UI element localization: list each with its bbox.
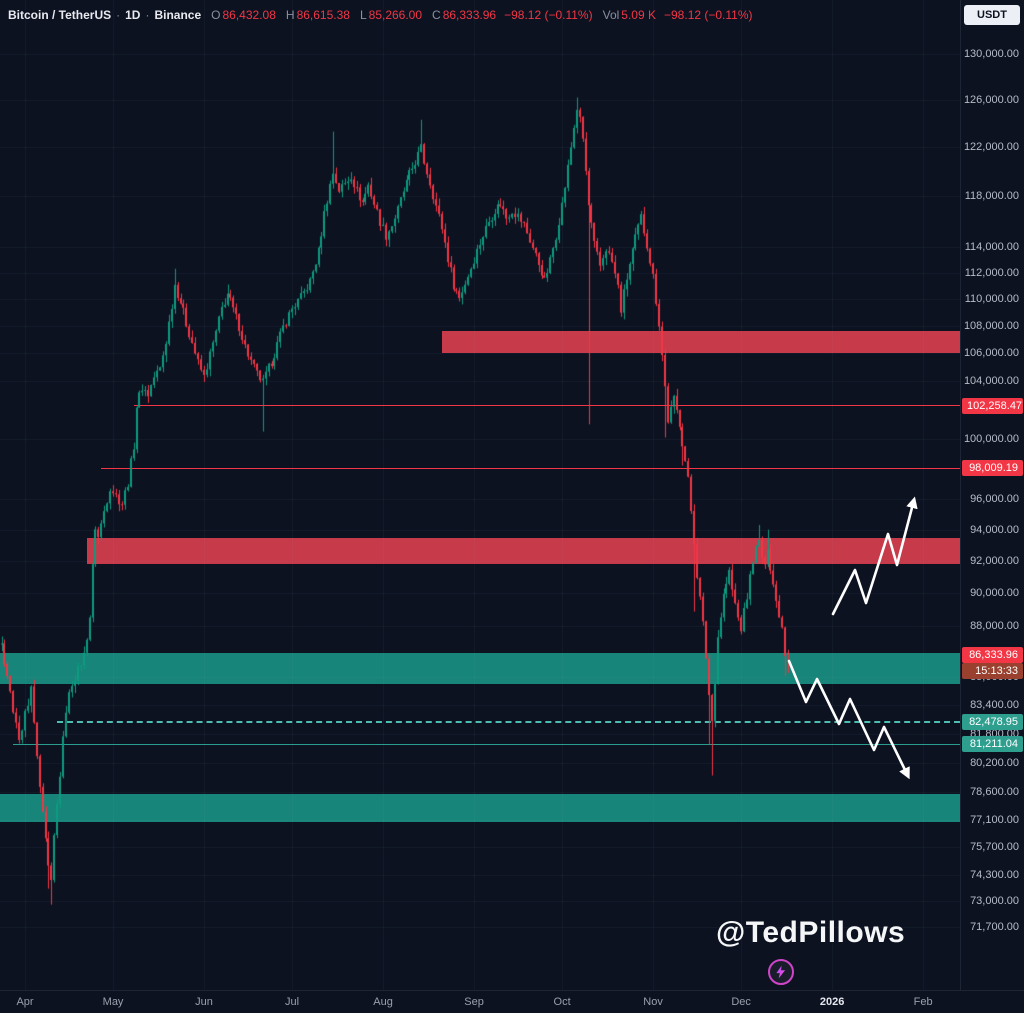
separator-dot: · [145,8,150,22]
symbol-name[interactable]: Bitcoin / TetherUS [8,8,112,22]
high-label: H [285,8,295,22]
price-tick-label: 94,000.00 [970,523,1019,536]
price-tick-label: 96,000.00 [970,492,1019,505]
support-line-81211-price-label: 81,211.04 [962,736,1023,753]
watermark-handle: @TedPillows [716,916,906,949]
candlestick-canvas[interactable] [0,0,960,990]
currency-toggle-button[interactable]: USDT [964,5,1020,25]
time-tick-label: May [102,996,124,1008]
separator-dot: · [116,8,121,22]
close-value: 86,333.96 [442,8,497,22]
resistance-line-98009-price-label: 98,009.19 [962,460,1023,477]
open-value: 86,432.08 [222,8,276,22]
time-tick-label: Apr [16,996,34,1008]
resistance-line-102258-price-label: 102,258.47 [962,398,1023,415]
time-tick-label: Nov [643,996,663,1008]
time-tick-label: Jun [195,996,213,1008]
price-tick-label: 106,000.00 [963,347,1019,360]
price-tick-label: 80,200.00 [970,756,1019,769]
lightning-icon [776,965,786,979]
price-tick-label: 122,000.00 [963,141,1019,154]
change-value-2: −98.12 (−0.11%) [664,8,753,22]
price-tick-label: 118,000.00 [964,190,1019,203]
price-tick-label: 92,000.00 [970,555,1019,568]
support-line-82478-dashed-price-label: 82,478.95 [962,713,1023,730]
price-tick-label: 83,400.00 [970,699,1019,712]
exchange-name[interactable]: Binance [154,8,202,22]
boost-button[interactable] [768,959,794,985]
price-tick-label: 73,000.00 [970,894,1019,907]
price-tick-label: 114,000.00 [964,240,1019,253]
time-axis[interactable]: Apr May Jun Jul Aug Sep Oct Nov Dec 2026 Feb [0,990,1024,1012]
volume-value: 5.09 K [621,8,656,22]
time-tick-label: Feb [913,996,933,1008]
time-tick-label: Dec [731,996,751,1008]
time-tick-label: Aug [373,996,393,1008]
low-label: L [359,8,367,22]
price-tick-label: 71,700.00 [970,921,1019,933]
symbol-info-bar: Bitcoin / TetherUS · 1D · Binance O 86,43… [8,8,753,22]
price-tick-label: 104,000.00 [963,375,1019,388]
price-tick-label: 126,000.00 [963,93,1019,106]
price-tick-label: 75,700.00 [970,841,1019,854]
price-tick-label: 100,000.00 [963,432,1019,445]
low-value: 85,266.00 [368,8,423,22]
price-tick-label: 112,000.00 [964,266,1019,279]
volume-label: Vol [602,8,620,22]
current-price-label: 86,333.96 [962,646,1023,663]
time-tick-label: Jul [285,996,300,1008]
price-tick-label: 77,100.00 [970,814,1019,827]
open-label: O [211,8,221,22]
price-tick-label: 74,300.00 [970,868,1019,881]
time-tick-label: Oct [553,996,571,1008]
price-tick-label: 78,600.00 [970,786,1019,799]
timeframe-button[interactable]: 1D [125,8,141,22]
price-tick-label: 88,000.00 [970,620,1019,633]
high-value: 86,615.38 [296,8,350,22]
time-tick-label: 2026 [819,996,845,1008]
price-tick-label: 110,000.00 [964,293,1019,306]
price-tick-label: 108,000.00 [963,320,1019,332]
candle-countdown-label: 15:13:33 [962,662,1023,679]
price-tick-label: 90,000.00 [970,587,1019,600]
time-tick-label: Sep [464,996,484,1008]
close-label: C [432,8,441,22]
price-axis[interactable]: USDT 130,000.00 126,000.00 122,000.00 118,0… [960,0,1024,990]
price-tick-label: 130,000.00 [963,48,1019,60]
change-value: −98.12 (−0.11%) [504,8,593,22]
